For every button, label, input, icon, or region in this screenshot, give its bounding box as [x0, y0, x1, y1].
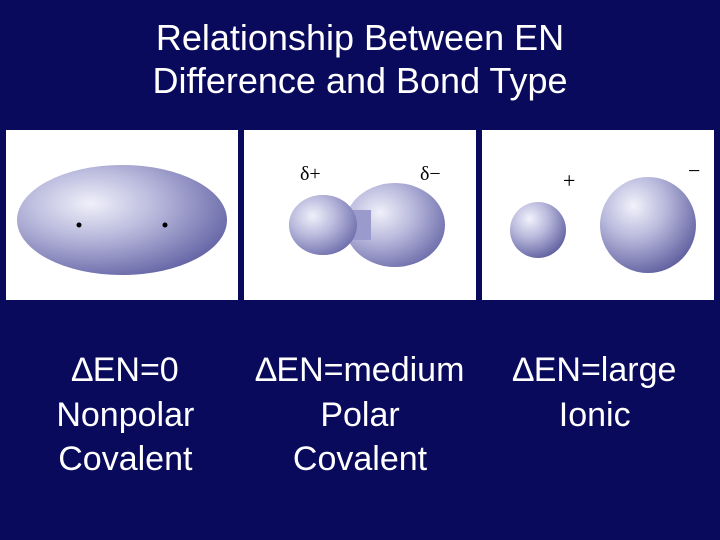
nonpolar-figure: [6, 130, 238, 300]
nucleus-dot: [77, 223, 82, 228]
diagram-panels: δ+ δ− + −: [0, 130, 720, 300]
charge-delta-plus: δ+: [300, 163, 321, 185]
slide-title: Relationship Between EN Difference and B…: [0, 0, 720, 102]
label-polar: ∆EN=medium Polar Covalent: [243, 348, 478, 481]
label-ionic: ∆EN=large Ionic: [477, 348, 712, 481]
anion-sphere: [600, 177, 696, 273]
delta-en-0: ∆EN=0: [8, 348, 243, 392]
polar-figure: δ+ δ−: [244, 130, 476, 300]
charge-delta-minus: δ−: [420, 163, 441, 185]
charge-plus: +: [563, 168, 575, 193]
lobe-small-top: [289, 195, 357, 255]
electron-cloud-ellipse: [17, 165, 227, 275]
bond-type-line1: Ionic: [477, 393, 712, 437]
delta-en-large: ∆EN=large: [477, 348, 712, 392]
title-line-1: Relationship Between EN: [0, 16, 720, 59]
bond-type-line1: Polar: [243, 393, 478, 437]
bond-type-line1: Nonpolar: [8, 393, 243, 437]
labels-row: ∆EN=0 Nonpolar Covalent ∆EN=medium Polar…: [0, 348, 720, 481]
panel-nonpolar: [6, 130, 238, 300]
charge-minus: −: [688, 158, 700, 183]
nucleus-dot: [163, 223, 168, 228]
delta-en-medium: ∆EN=medium: [243, 348, 478, 392]
panel-ionic: + −: [482, 130, 714, 300]
title-line-2: Difference and Bond Type: [0, 59, 720, 102]
label-nonpolar: ∆EN=0 Nonpolar Covalent: [8, 348, 243, 481]
cation-sphere: [510, 202, 566, 258]
bond-type-line2: Covalent: [243, 437, 478, 481]
bond-type-line2: Covalent: [8, 437, 243, 481]
ionic-figure: + −: [482, 130, 714, 300]
panel-polar: δ+ δ−: [244, 130, 476, 300]
